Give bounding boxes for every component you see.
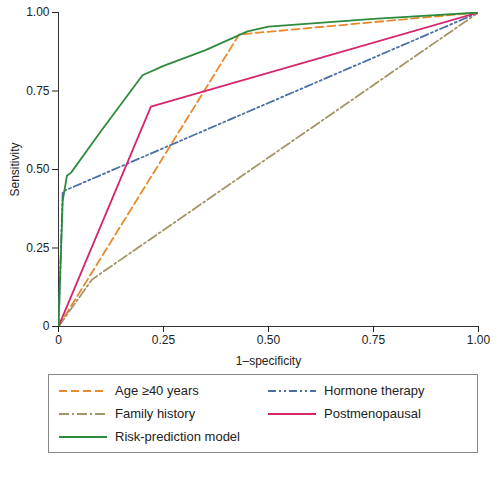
svg-text:Sensitivity: Sensitivity	[8, 142, 22, 196]
html-text:Family history: Family history	[115, 406, 196, 421]
html-text:Postmenopausal: Postmenopausal	[324, 406, 421, 421]
svg-text:1.00: 1.00	[467, 333, 491, 347]
svg-text:0.75: 0.75	[362, 333, 386, 347]
svg-text:0.25: 0.25	[26, 241, 50, 255]
svg-text:0.50: 0.50	[257, 333, 281, 347]
svg-text:1–specificity: 1–specificity	[236, 354, 301, 368]
svg-text:0.25: 0.25	[152, 333, 176, 347]
html-text:Age ≥40 years: Age ≥40 years	[115, 383, 199, 398]
svg-text:1.00: 1.00	[26, 5, 50, 19]
svg-text:0: 0	[55, 333, 62, 347]
html-text:Hormone therapy: Hormone therapy	[324, 383, 425, 398]
svg-text:0.75: 0.75	[26, 84, 50, 98]
svg-text:0: 0	[43, 319, 50, 333]
svg-text:0.50: 0.50	[26, 162, 50, 176]
html-text:Risk-prediction model: Risk-prediction model	[115, 429, 240, 444]
